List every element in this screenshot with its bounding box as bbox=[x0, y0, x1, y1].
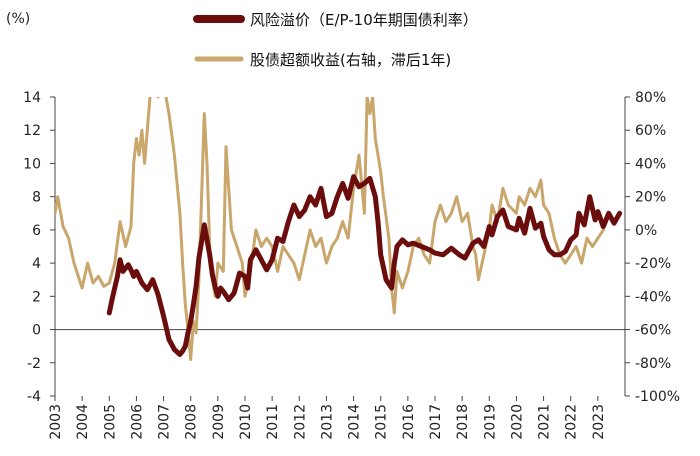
x-tick-label: 2023 bbox=[591, 404, 607, 440]
x-tick-label: 2015 bbox=[374, 404, 390, 440]
x-tick-label: 2016 bbox=[401, 404, 417, 440]
x-tick-label: 2021 bbox=[537, 404, 553, 440]
left-tick-label: 4 bbox=[32, 256, 41, 272]
legend: 风险溢价（E/P-10年期国债利率） 股债超额收益(右轴，滞后1年) bbox=[193, 11, 478, 69]
right-tick-label: -40% bbox=[635, 289, 671, 305]
x-tick-label: 2020 bbox=[509, 404, 525, 440]
x-tick-label: 2009 bbox=[211, 404, 227, 440]
x-tick-label: 2007 bbox=[157, 404, 173, 440]
left-tick-label: 10 bbox=[23, 156, 41, 172]
x-tick-label: 2019 bbox=[482, 404, 498, 440]
right-tick-label: 80% bbox=[635, 90, 666, 106]
series-layer bbox=[55, 97, 623, 361]
left-tick-label: 6 bbox=[32, 223, 41, 239]
legend-label-excess-return: 股债超额收益(右轴，滞后1年) bbox=[250, 51, 451, 69]
x-tick-label: 2008 bbox=[184, 404, 200, 440]
left-tick-label: 14 bbox=[23, 90, 41, 106]
right-tick-label: 60% bbox=[635, 123, 666, 139]
x-tick-label: 2017 bbox=[428, 404, 444, 440]
right-tick-label: -20% bbox=[635, 256, 671, 272]
x-tick-label: 2012 bbox=[292, 404, 308, 440]
left-tick-label: 8 bbox=[32, 190, 41, 206]
right-tick-label: 20% bbox=[635, 190, 666, 206]
left-tick-label: 12 bbox=[23, 123, 41, 139]
right-tick-label: -100% bbox=[635, 389, 680, 405]
series-risk_premium bbox=[106, 174, 623, 357]
x-tick-label: 2022 bbox=[564, 404, 580, 440]
x-tick-label: 2011 bbox=[265, 404, 281, 440]
x-tick-label: 2003 bbox=[48, 404, 64, 440]
x-axis-ticks: 2003 2004 2005 2006 2007 2008 2009 2010 2011 2012… bbox=[48, 396, 607, 440]
right-tick-label: 40% bbox=[635, 156, 666, 172]
axes: -4 -2 0 2 4 6 8 10 12 14 -100% -80% -60% -40% -20% 0% 2… bbox=[23, 90, 680, 440]
left-axis-unit: (%) bbox=[6, 11, 30, 27]
x-tick-label: 2013 bbox=[319, 404, 335, 440]
x-tick-label: 2006 bbox=[129, 404, 145, 440]
right-tick-label: 0% bbox=[635, 223, 657, 239]
right-tick-label: -60% bbox=[635, 323, 671, 339]
left-tick-label: -4 bbox=[27, 389, 41, 405]
left-axis-ticks: -4 -2 0 2 4 6 8 10 12 14 bbox=[23, 90, 55, 405]
left-tick-label: 0 bbox=[32, 323, 41, 339]
x-tick-label: 2018 bbox=[455, 404, 471, 440]
legend-label-risk-premium: 风险溢价（E/P-10年期国债利率） bbox=[250, 11, 478, 29]
line-risk_premium bbox=[106, 174, 623, 357]
x-tick-label: 2005 bbox=[102, 404, 118, 440]
x-tick-label: 2004 bbox=[75, 404, 91, 440]
left-tick-label: -2 bbox=[27, 356, 41, 372]
x-tick-label: 2014 bbox=[347, 404, 363, 440]
left-tick-label: 2 bbox=[32, 289, 41, 305]
right-axis-ticks: -100% -80% -60% -40% -20% 0% 20% 40% 60% 80% bbox=[625, 90, 680, 405]
x-tick-label: 2010 bbox=[238, 404, 254, 440]
right-tick-label: -80% bbox=[635, 356, 671, 372]
